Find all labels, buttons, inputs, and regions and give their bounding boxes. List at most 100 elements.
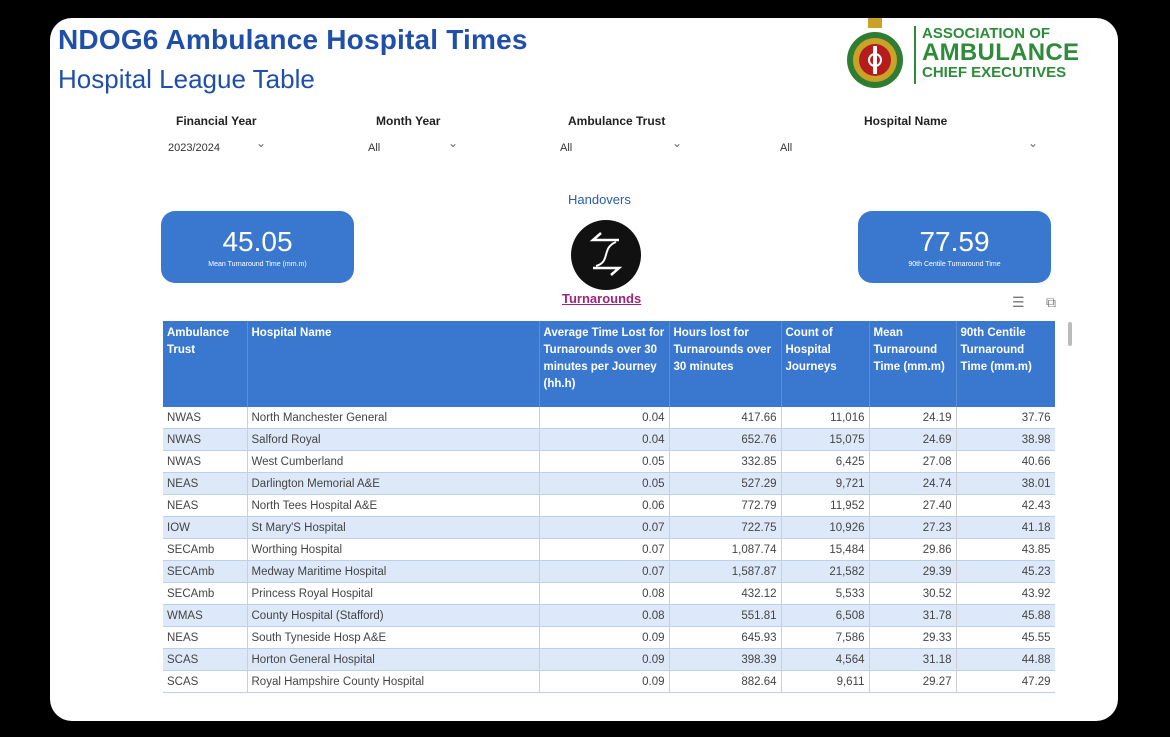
filter-value: All [780,142,793,154]
table-cell: 652.76 [669,428,782,451]
table-row[interactable]: SECAmb Worthing Hospital 0.07 1,087.74 15,48… [163,538,1055,561]
report-screen: NDOG6 Ambulance Hospital Times Hospital … [50,18,1118,721]
league-table: Ambulance Trust Hospital Name Average Ti… [163,321,1055,699]
col-header-trust[interactable]: Ambulance Trust [163,321,248,407]
table-row[interactable]: NWAS Salford Royal 0.04 652.76 15,075 24.69 38… [163,428,1055,451]
logo-line-3: CHIEF EXECUTIVES [922,64,1067,81]
filter-ambulance-trust[interactable]: Ambulance Trust All ⌄ [560,114,708,154]
filter-hospital-name[interactable]: Hospital Name All ⌄ [780,114,1044,154]
handovers-label[interactable]: Handovers [568,192,631,207]
col-header-hours-lost[interactable]: Hours lost for Turnarounds over 30 minut… [669,321,782,407]
table-cell: 332.85 [669,450,782,473]
table-cell: 43.92 [956,582,1055,605]
table-cell: 44.88 [956,648,1055,671]
table-cell: 31.78 [869,604,957,627]
table-cell: 29.27 [869,670,957,693]
table-cell: 15,075 [781,428,870,451]
table-cell: 37.76 [956,407,1055,429]
table-row[interactable]: SECAmb Medway Maritime Hospital 0.07 1,587.… [163,560,1055,583]
table-cell: SECAmb [163,560,248,583]
logo-wordmark: ASSOCIATION OF AMBULANCE CHIEF EXECUTIVE… [922,26,1079,80]
table-row[interactable]: NEAS North Tees Hospital A&E 0.06 772.79 11,… [163,494,1055,517]
table-cell: 24.69 [869,428,957,451]
table-cell: 0.04 [539,407,670,429]
col-header-mean[interactable]: Mean Turnaround Time (mm.m) [869,321,957,407]
table-cell: 0.09 [539,648,670,671]
table-cell: Darlington Memorial A&E [247,472,540,495]
table-cell: 40.66 [956,450,1055,473]
table-cell: 0.04 [539,428,670,451]
table-cell: 30.52 [869,582,957,605]
table-cell: 772.79 [669,494,782,517]
table-cell: 0.05 [539,450,670,473]
table-scrollbar[interactable] [1068,322,1072,346]
table-cell: County Hospital (Stafford) [247,604,540,627]
table-cell: 5,533 [781,582,870,605]
table-cell: 0.09 [539,670,670,693]
table-cell: 9,721 [781,472,870,495]
table-cell: IOW [163,516,248,539]
table-row[interactable]: SECAmb Princess Royal Hospital 0.08 432.12 5… [163,582,1055,605]
table-cell: SCAS [163,670,248,693]
kpi-value: 77.59 [919,226,990,257]
table-cell: 11,016 [781,407,870,429]
chevron-down-icon[interactable]: ⌄ [1028,136,1039,150]
table-cell: 24.19 [869,407,957,429]
table-row[interactable]: WMAS County Hospital (Stafford) 0.08 551.81… [163,604,1055,627]
col-header-count[interactable]: Count of Hospital Journeys [781,321,870,407]
table-cell: NEAS [163,626,248,649]
table-row[interactable]: SCAS Royal Hampshire County Hospital 0.09 8… [163,670,1055,693]
table-cell: 432.12 [669,582,782,605]
turnarounds-link[interactable]: Turnarounds [562,291,642,306]
table-cell: 41.18 [956,516,1055,539]
table-cell: 722.75 [669,516,782,539]
filter-financial-year[interactable]: Financial Year 2023/2024 ⌄ [168,114,276,154]
col-header-avg-time-lost[interactable]: Average Time Lost for Turnarounds over 3… [539,321,670,407]
table-cell: 27.23 [869,516,957,539]
table-cell: 0.08 [539,582,670,605]
filter-icon[interactable]: ☰ [1012,294,1025,310]
filter-month-year[interactable]: Month Year All ⌄ [368,114,476,154]
chevron-down-icon[interactable]: ⌄ [672,136,683,150]
table-cell: North Manchester General [247,407,540,429]
table-cell: 1,087.74 [669,538,782,561]
table-row[interactable]: NWAS West Cumberland 0.05 332.85 6,425 27.08 4… [163,450,1055,473]
table-cell: NWAS [163,428,248,451]
table-cell: 551.81 [669,604,782,627]
filter-label: Financial Year [176,114,257,128]
filter-label: Hospital Name [864,114,948,128]
table-cell: 15,484 [781,538,870,561]
kpi-90th-centile: 77.59 90th Centile Turnaround Time [858,211,1051,283]
swap-toggle-button[interactable] [571,220,641,290]
focus-mode-icon[interactable]: ⧉ [1046,294,1056,310]
table-cell: 417.66 [669,407,782,429]
table-cell: 0.06 [539,494,670,517]
col-header-hospital[interactable]: Hospital Name [247,321,540,407]
table-cell: 11,952 [781,494,870,517]
table-row[interactable]: NWAS North Manchester General 0.04 417.66 11… [163,407,1055,429]
page-subtitle: Hospital League Table [58,64,315,94]
table-cell: 24.74 [869,472,957,495]
table-row[interactable]: NEAS South Tyneside Hosp A&E 0.09 645.93 7,5… [163,626,1055,649]
table-cell: 0.05 [539,472,670,495]
logo-line-1: ASSOCIATION OF [922,25,1051,42]
table-cell: 1,587.87 [669,560,782,583]
table-cell: Salford Royal [247,428,540,451]
table-cell: WMAS [163,604,248,627]
table-cell: 45.88 [956,604,1055,627]
table-cell: 6,425 [781,450,870,473]
table-row[interactable]: IOW St Mary'S Hospital 0.07 722.75 10,926 27.… [163,516,1055,539]
table-cell: North Tees Hospital A&E [247,494,540,517]
table-cell: NEAS [163,494,248,517]
chevron-down-icon[interactable]: ⌄ [448,136,459,150]
table-cell: Princess Royal Hospital [247,582,540,605]
table-cell: 0.07 [539,560,670,583]
table-row[interactable]: NEAS Darlington Memorial A&E 0.05 527.29 9,7… [163,472,1055,495]
filter-value: All [368,142,381,154]
page-title: NDOG6 Ambulance Hospital Times [58,24,528,55]
table-cell: 43.85 [956,538,1055,561]
chevron-down-icon[interactable]: ⌄ [256,136,267,150]
col-header-90th[interactable]: 90th Centile Turnaround Time (mm.m) [956,321,1055,407]
table-cell: 45.23 [956,560,1055,583]
table-row[interactable]: SCAS Horton General Hospital 0.09 398.39 4,5… [163,648,1055,671]
